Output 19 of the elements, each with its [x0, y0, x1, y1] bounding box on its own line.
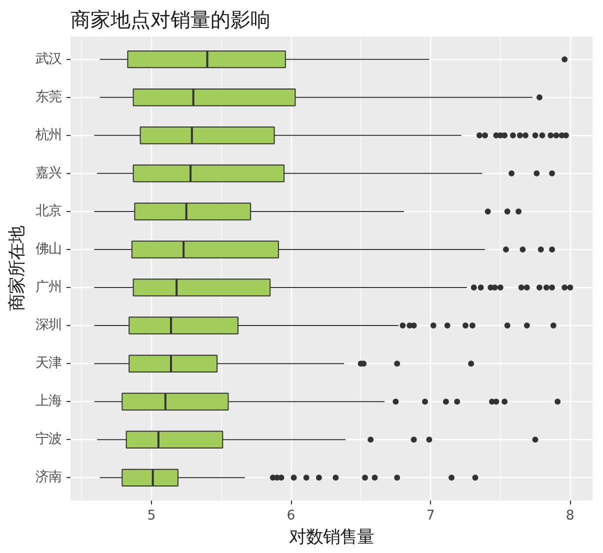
- y-tick-label: 宁波: [36, 431, 62, 448]
- y-tick-label: 佛山: [36, 242, 62, 257]
- y-tick-label: 天津: [36, 356, 62, 372]
- y-tick-label: 杭州: [34, 128, 62, 143]
- y-tick-label: 上海: [36, 394, 62, 410]
- x-tick-label: 6: [286, 508, 296, 524]
- chart-title: 商家地点对销量的影响: [70, 8, 270, 32]
- x-tick-label: 7: [426, 508, 435, 524]
- y-axis-title: 商家所在地: [8, 226, 28, 311]
- y-tick-label: 北京: [36, 204, 62, 219]
- y-tick-label: 嘉兴: [36, 166, 62, 181]
- x-axis-title: 对数销售量: [289, 528, 374, 548]
- y-tick-label: 济南: [36, 470, 62, 486]
- y-tick-label: 广州: [36, 280, 62, 296]
- y-tick-label: 武汉: [36, 52, 62, 67]
- x-tick-label: 5: [147, 508, 156, 524]
- x-tick-label: 8: [566, 508, 574, 524]
- y-tick-label: 东莞: [36, 90, 62, 105]
- y-tick-label: 深圳: [36, 318, 62, 334]
